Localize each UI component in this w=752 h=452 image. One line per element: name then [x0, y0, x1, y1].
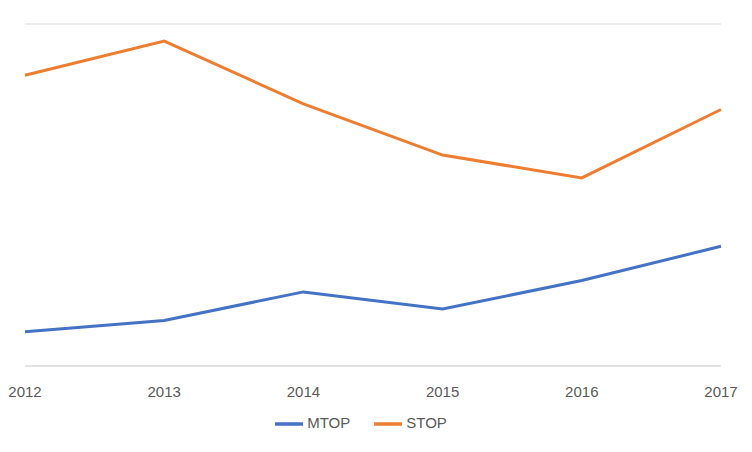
- html-text:STOP: STOP: [406, 414, 447, 431]
- svg-text:2014: 2014: [287, 383, 320, 400]
- svg-text:2017: 2017: [704, 383, 737, 400]
- svg-text:2013: 2013: [148, 383, 181, 400]
- svg-text:2015: 2015: [426, 383, 459, 400]
- svg-text:2012: 2012: [8, 383, 41, 400]
- svg-text:2016: 2016: [565, 383, 598, 400]
- html-text:MTOP: MTOP: [307, 414, 351, 431]
